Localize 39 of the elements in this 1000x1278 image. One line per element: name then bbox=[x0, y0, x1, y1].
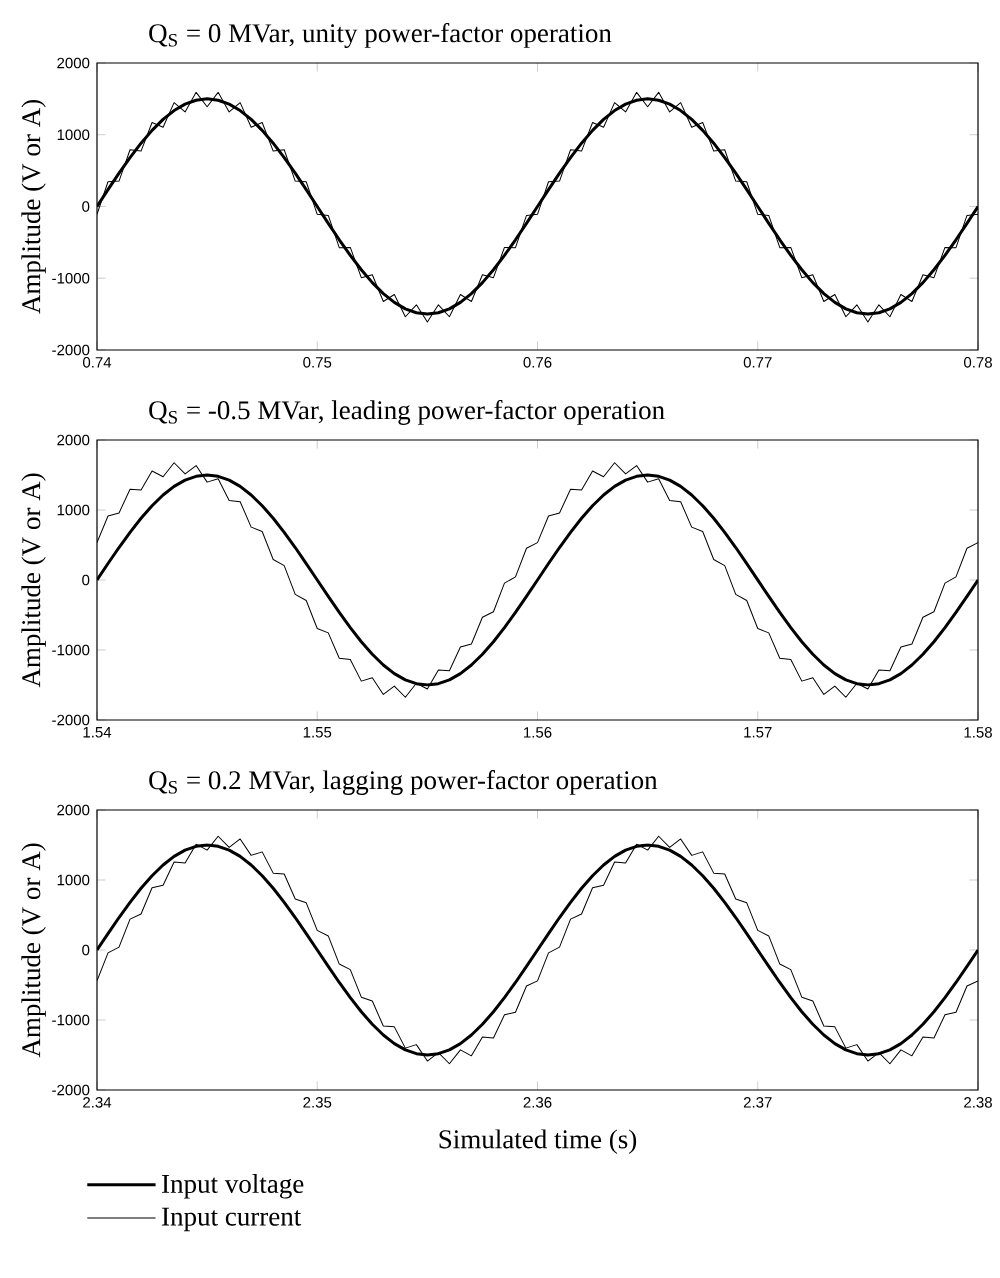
x-tick-label: 0.77 bbox=[743, 357, 772, 368]
x-tick-label: 1.56 bbox=[524, 727, 552, 738]
chart-title: Q$_{S}$ = -0.5 MVar, leading power-factor operation bbox=[149, 400, 665, 425]
x-tick-label: 0.76 bbox=[523, 357, 552, 368]
x-tick-label: 1.54 bbox=[83, 727, 112, 738]
x-tick-label: 1.58 bbox=[964, 727, 992, 738]
y-tick-label: 2000 bbox=[57, 434, 90, 446]
y-tick-label: 2000 bbox=[57, 804, 90, 816]
y-axis-title: Amplitude (V or A) bbox=[21, 843, 46, 1058]
legend-label: Input voltage bbox=[162, 1174, 304, 1199]
x-tick-label: 1.55 bbox=[303, 727, 332, 738]
y-tick-label: 1000 bbox=[57, 504, 90, 516]
chart-title: Q$_{S}$ = 0 MVar, unity power-factor operation bbox=[149, 23, 612, 48]
x-tick-label: 2.38 bbox=[964, 1097, 992, 1108]
x-axis-title: Simulated time (s) bbox=[439, 1129, 637, 1154]
y-tick-label: -1000 bbox=[52, 272, 90, 284]
y-tick-label: -1000 bbox=[52, 644, 90, 656]
x-tick-label: 0.74 bbox=[83, 357, 112, 368]
y-tick-label: 0 bbox=[82, 201, 90, 212]
y-tick-label: -2000 bbox=[52, 1084, 90, 1096]
y-axis-title: Amplitude (V or A) bbox=[21, 473, 46, 688]
x-tick-label: 2.35 bbox=[303, 1097, 332, 1108]
y-tick-label: 0 bbox=[82, 944, 90, 956]
x-tick-label: 2.36 bbox=[523, 1097, 552, 1108]
x-tick-label: 2.34 bbox=[83, 1097, 112, 1108]
y-tick-label: 2000 bbox=[57, 57, 90, 69]
chart-title: Q$_{S}$ = 0.2 MVar, lagging power-factor operation bbox=[149, 770, 658, 795]
y-tick-label: 0 bbox=[82, 574, 90, 586]
y-tick-label: -2000 bbox=[52, 344, 90, 356]
y-tick-label: -2000 bbox=[52, 714, 90, 726]
y-axis-title: Amplitude (V or A) bbox=[21, 100, 46, 314]
y-tick-label: 1000 bbox=[57, 874, 90, 886]
x-tick-label: 1.57 bbox=[744, 727, 772, 738]
y-tick-label: 1000 bbox=[57, 129, 90, 141]
legend-label: Input current bbox=[162, 1207, 302, 1232]
x-tick-label: 2.37 bbox=[743, 1097, 772, 1108]
y-tick-label: -1000 bbox=[52, 1014, 90, 1026]
x-tick-label: 0.75 bbox=[303, 357, 332, 368]
x-tick-label: 0.78 bbox=[964, 357, 992, 368]
